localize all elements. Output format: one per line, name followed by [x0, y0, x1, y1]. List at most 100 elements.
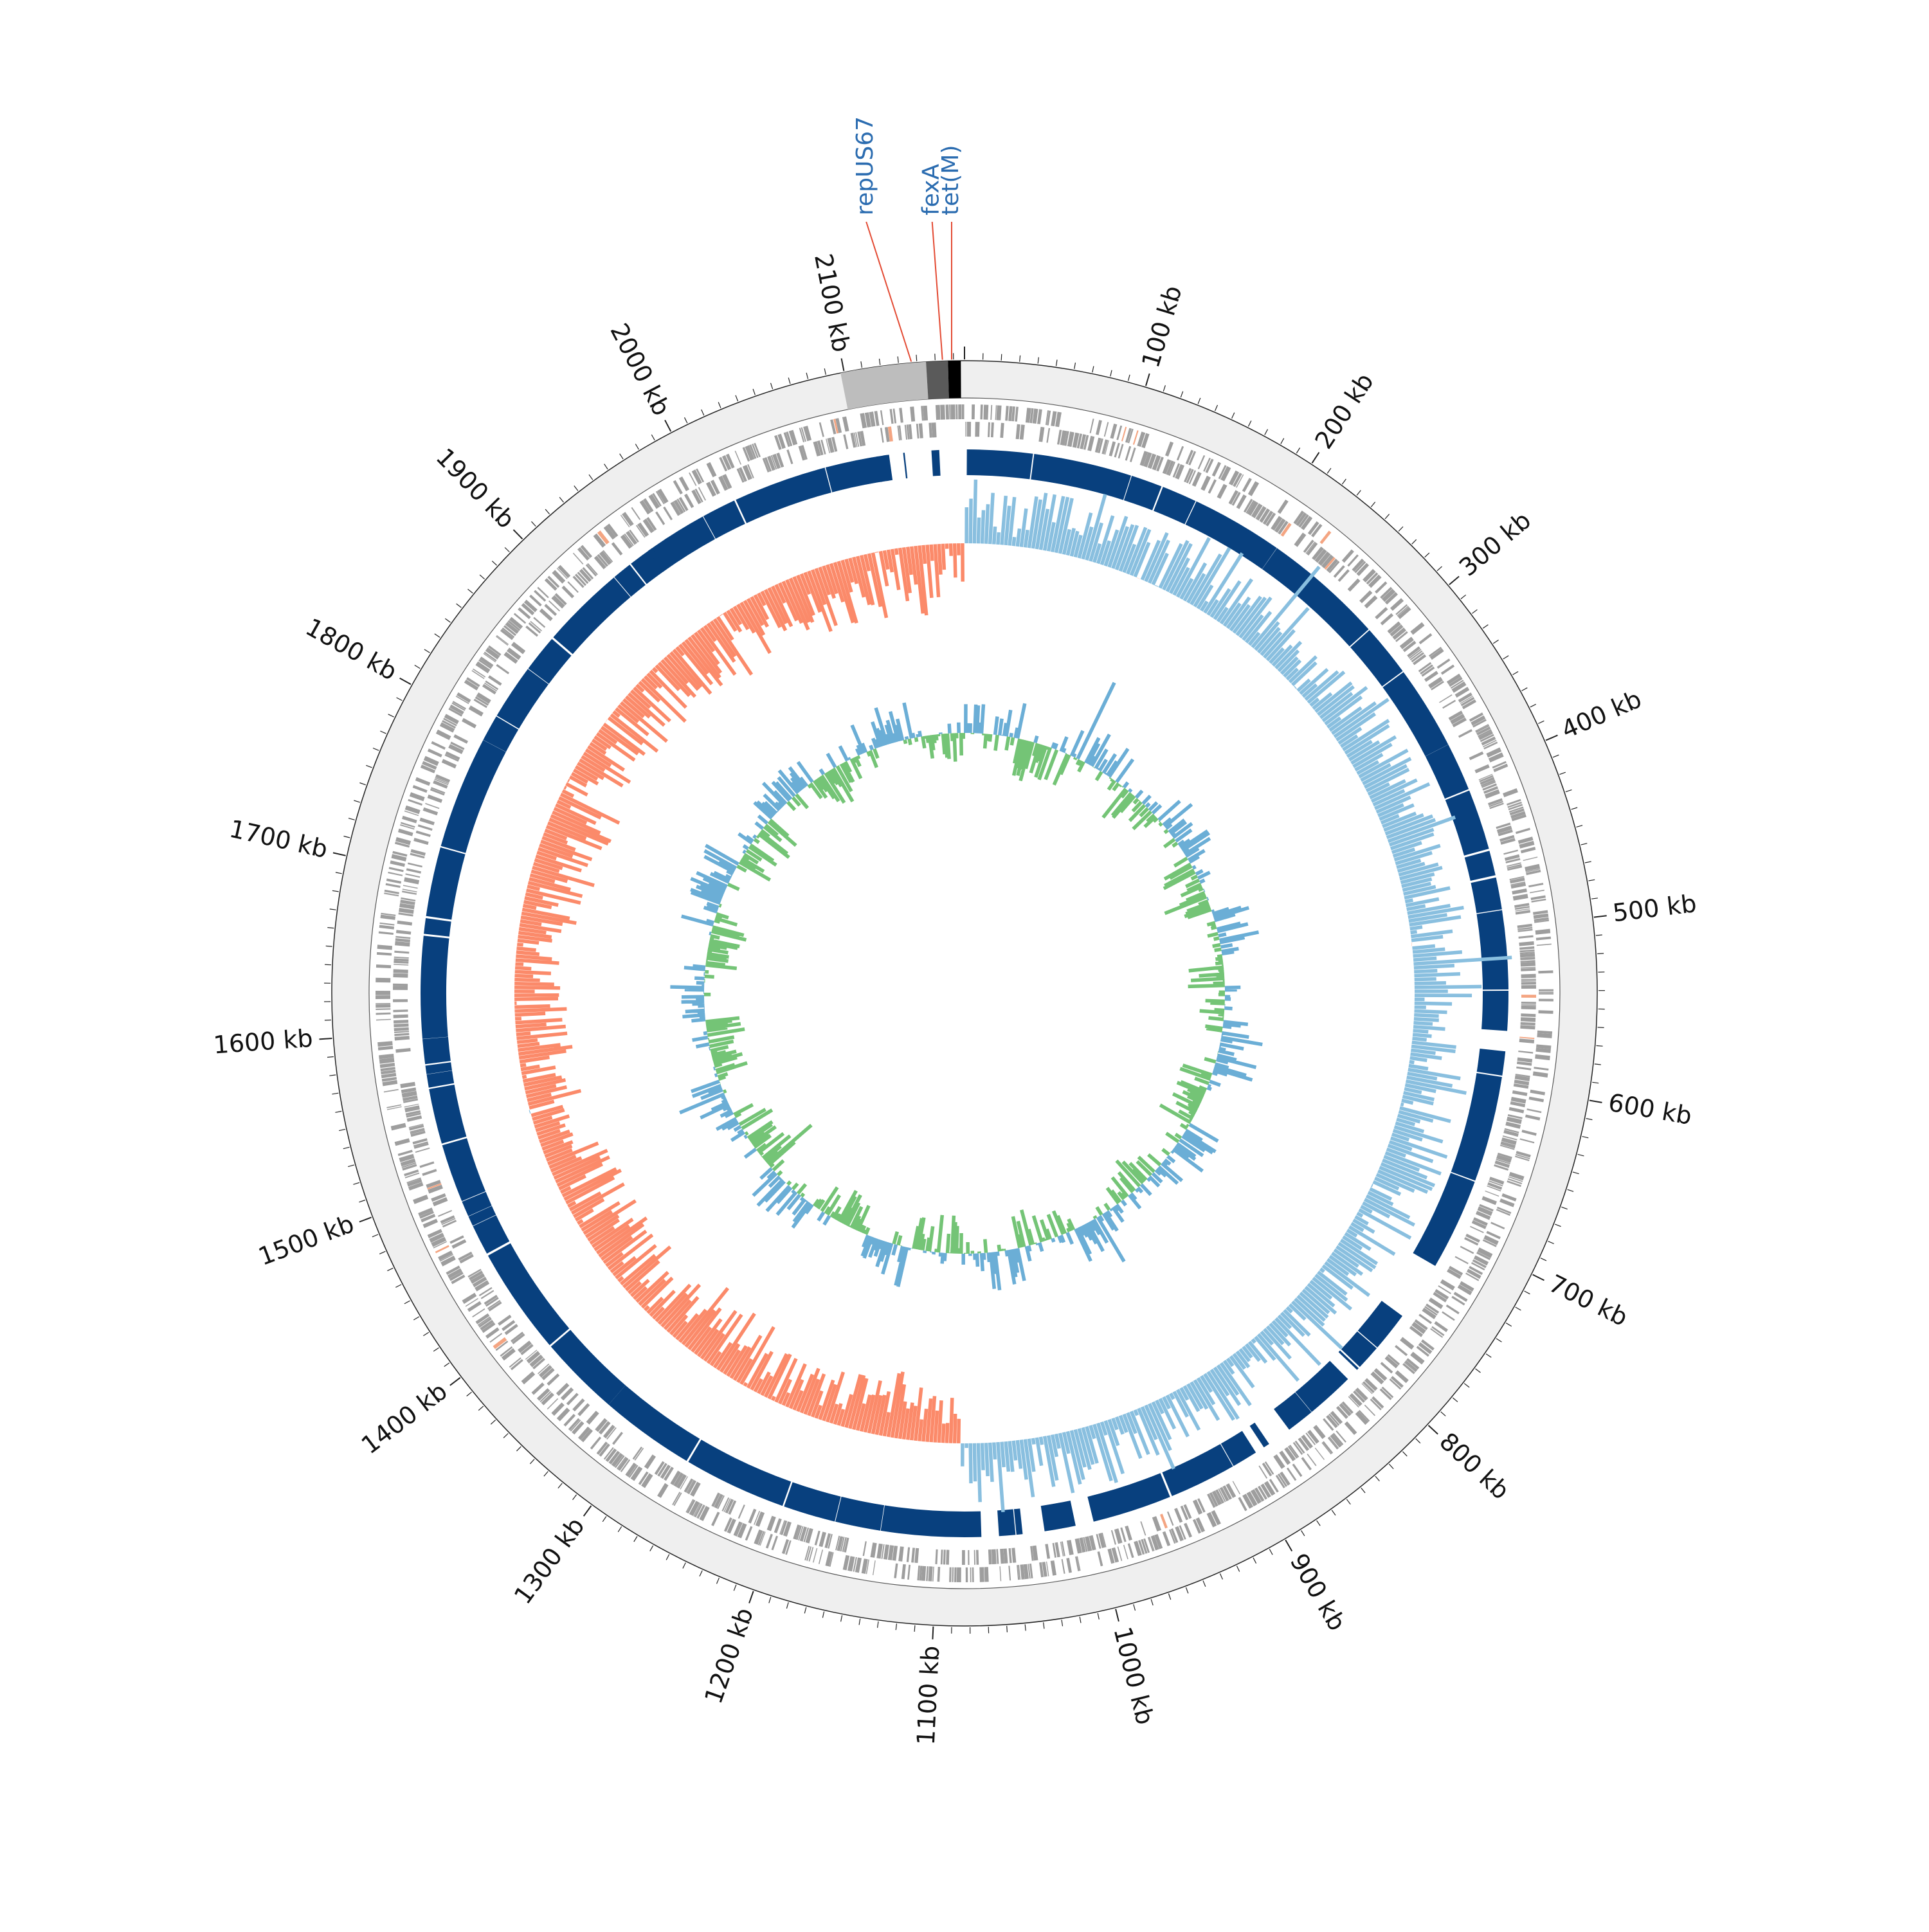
blast-hit-block — [1481, 991, 1508, 1031]
cds-feature — [394, 964, 408, 966]
scale-label: 200 kb — [1309, 368, 1379, 453]
cds-feature — [1525, 1115, 1540, 1121]
cds-feature — [590, 1437, 601, 1450]
cds-feature — [1516, 1067, 1531, 1070]
cds-feature — [1530, 890, 1544, 894]
minor-tick — [545, 509, 550, 514]
blast-hit-block — [429, 1085, 466, 1144]
cds-feature — [394, 957, 409, 959]
cds-feature — [786, 449, 793, 464]
cds-feature — [698, 487, 706, 501]
cds-feature — [1321, 1442, 1332, 1454]
cds-feature — [1521, 1013, 1535, 1017]
minor-tick — [1412, 539, 1417, 544]
major-tick — [749, 1591, 754, 1603]
cds-feature — [408, 863, 422, 868]
cds-feature — [1090, 419, 1094, 433]
minor-tick — [492, 561, 496, 566]
cds-feature — [984, 1567, 989, 1582]
scale-label: 2100 kb — [809, 251, 856, 354]
cds-feature — [529, 622, 541, 633]
minor-tick — [1327, 468, 1331, 473]
minor-tick — [700, 1571, 702, 1576]
cds-feature — [1109, 441, 1116, 456]
cds-feature — [941, 1549, 943, 1564]
cds-feature — [1066, 1558, 1072, 1573]
minor-tick — [1437, 566, 1442, 571]
cds-feature — [396, 930, 411, 934]
minor-tick — [325, 964, 331, 965]
mobile-element-block — [926, 361, 949, 399]
scale-label: 1600 kb — [212, 1024, 314, 1060]
cds-feature — [422, 1169, 437, 1176]
cds-feature — [1375, 607, 1388, 619]
scale-label: 600 kb — [1606, 1088, 1694, 1130]
cds-feature — [842, 417, 849, 432]
cds-feature — [573, 553, 584, 564]
cds-feature — [962, 1550, 965, 1565]
cds-feature — [880, 428, 884, 442]
cds-feature — [898, 1546, 904, 1562]
annotation-label-2: repUS67 — [852, 116, 878, 215]
cds-feature — [1116, 426, 1122, 440]
cds-feature — [377, 1041, 393, 1047]
cds-feature — [1539, 992, 1553, 993]
minor-tick — [1203, 1581, 1206, 1587]
minor-tick — [359, 783, 365, 785]
cds-feature — [1177, 446, 1184, 460]
minor-tick — [380, 731, 386, 734]
cds-feature — [1521, 962, 1535, 967]
minor-tick — [467, 1392, 472, 1396]
cds-feature — [376, 1013, 391, 1015]
scale-label: 2000 kb — [604, 319, 676, 420]
cds-feature — [1535, 929, 1551, 935]
minor-tick — [1525, 1291, 1530, 1294]
cds-feature — [1536, 937, 1551, 941]
cds-feature — [996, 405, 1001, 420]
cds-feature — [471, 670, 484, 679]
backbone-ring — [332, 361, 1597, 1626]
cds-feature — [403, 885, 418, 889]
cds-feature — [1521, 985, 1536, 989]
cds-feature — [907, 1548, 910, 1562]
cds-feature — [950, 404, 955, 419]
cds-feature — [972, 404, 975, 419]
cds-feature — [819, 1549, 823, 1564]
minor-tick — [736, 395, 738, 401]
cds-feature — [1521, 1006, 1536, 1009]
minor-tick — [634, 1537, 637, 1542]
cds-feature — [377, 944, 392, 950]
cds-feature — [386, 883, 401, 888]
minor-tick — [574, 486, 578, 491]
cds-feature — [1323, 1441, 1334, 1454]
cds-feature — [1518, 1051, 1533, 1054]
blast-hit-block — [1465, 851, 1496, 881]
blast-hit-block — [497, 669, 548, 729]
cds-feature — [1364, 1405, 1375, 1416]
scale-label: 1300 kb — [509, 1512, 590, 1609]
blast-hit-block — [421, 935, 449, 1039]
cds-feature — [1208, 479, 1217, 493]
scale-label: 1000 kb — [1108, 1624, 1159, 1728]
minor-tick — [1441, 1412, 1446, 1416]
cds-feature — [1128, 1543, 1134, 1558]
major-tick — [320, 1038, 332, 1039]
cds-feature — [1539, 993, 1553, 995]
cds-feature — [1521, 1002, 1536, 1004]
blast-hit-block — [881, 1505, 982, 1537]
cds-feature — [386, 878, 401, 883]
cds-feature — [1512, 1090, 1528, 1096]
minor-tick — [1056, 360, 1058, 366]
annotation-leader-line — [866, 222, 911, 362]
cds-feature — [420, 1161, 435, 1168]
cds-feature — [386, 1105, 401, 1108]
minor-tick — [480, 575, 485, 579]
major-tick — [1146, 374, 1150, 386]
cds-feature — [1530, 1090, 1546, 1096]
minor-tick — [666, 1555, 669, 1560]
minor-tick — [1516, 1307, 1521, 1310]
cds-feature — [958, 404, 961, 419]
backbone-band — [350, 379, 1579, 1607]
minor-tick — [559, 497, 563, 502]
minor-tick — [1074, 363, 1076, 369]
